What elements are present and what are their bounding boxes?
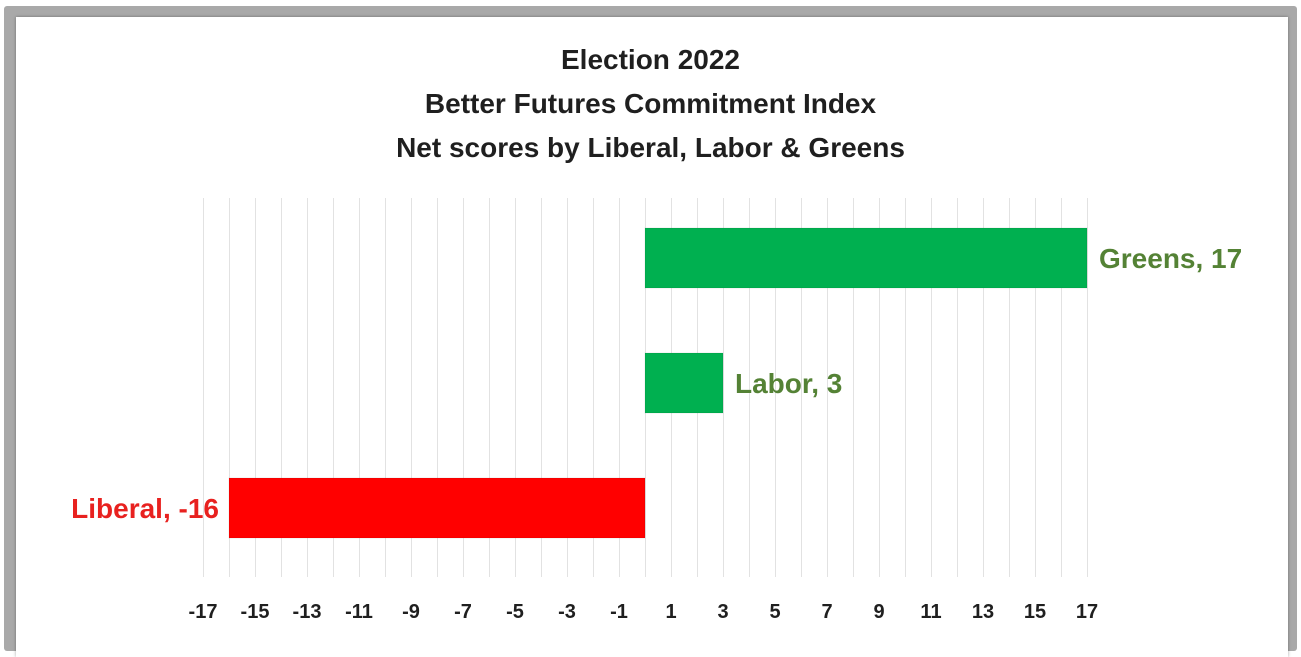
- x-tick-label: 3: [717, 601, 728, 623]
- x-tick-label: -13: [293, 601, 322, 623]
- x-tick-label: 1: [665, 601, 676, 623]
- x-tick-label: 9: [873, 601, 884, 623]
- data-label-liberal: Liberal, -16: [71, 493, 219, 524]
- bars: Greens, 17 Labor, 3 Liberal, -16: [71, 227, 1242, 539]
- x-tick-label: 11: [920, 601, 941, 623]
- x-tick-label: 7: [821, 601, 832, 623]
- x-tick-label: 5: [769, 601, 780, 623]
- data-label-greens: Greens, 17: [1099, 243, 1242, 274]
- chart-panel: [16, 17, 1288, 657]
- chart-title-line-3: Net scores by Liberal, Labor & Greens: [396, 132, 905, 163]
- x-tick-label: -1: [610, 601, 628, 623]
- bar-greens: [644, 227, 1088, 289]
- x-tick-label: -17: [189, 601, 218, 623]
- x-tick-label: -5: [506, 601, 524, 623]
- data-label-labor: Labor, 3: [735, 368, 842, 399]
- x-tick-label: 17: [1076, 601, 1098, 623]
- x-tick-label: -7: [454, 601, 472, 623]
- chart-title-line-1: Election 2022: [561, 44, 740, 75]
- x-tick-label: 13: [972, 601, 994, 623]
- x-tick-label: 15: [1024, 601, 1046, 623]
- x-tick-label: -11: [345, 601, 373, 623]
- x-tick-label: -15: [241, 601, 270, 623]
- x-axis-ticks: -17 -15 -13 -11 -9 -7 -5 -3 -1 1 3 5 7 9 11 13 15 17: [189, 601, 1099, 623]
- x-tick-label: -3: [558, 601, 576, 623]
- bar-labor: [644, 352, 724, 414]
- x-tick-label: -9: [402, 601, 420, 623]
- chart-title: Election 2022 Better Futures Commitment …: [0, 38, 1301, 170]
- bar-liberal: [228, 477, 646, 539]
- chart-title-line-2: Better Futures Commitment Index: [424, 88, 877, 119]
